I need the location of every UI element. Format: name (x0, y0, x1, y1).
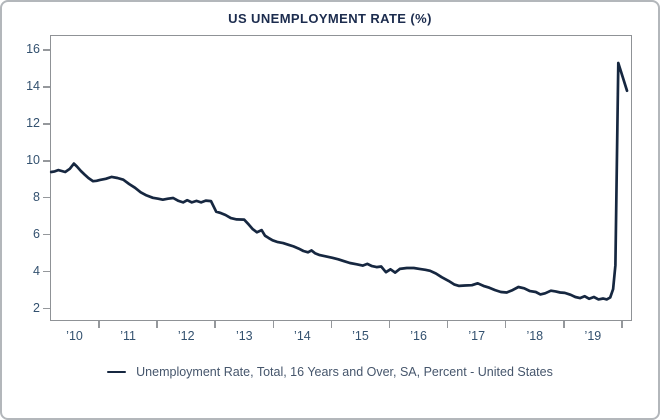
y-axis-tick-label: 6 (33, 226, 40, 241)
y-axis-tick-label: 2 (33, 300, 40, 315)
x-axis-tick-label: ’10 (66, 329, 83, 343)
y-axis-tick (43, 307, 50, 310)
x-axis-tick-label: ’11 (120, 329, 136, 343)
y-axis-tick-label: 14 (26, 78, 40, 93)
y-axis-tick (43, 160, 50, 162)
x-axis-tick-label: ’13 (235, 329, 253, 343)
x-axis-tick (446, 321, 449, 328)
x-axis-tick-label: ’12 (177, 329, 195, 343)
x-axis-tick (388, 321, 391, 328)
x-axis-tick (504, 321, 507, 328)
x-axis-tick (272, 321, 275, 328)
y-axis-tick-label: 4 (33, 263, 40, 278)
y-axis-tick (43, 123, 50, 125)
plot-area (49, 35, 632, 321)
y-axis-tick (43, 86, 50, 88)
legend-label: Unemployment Rate, Total, 16 Years and O… (136, 365, 553, 379)
x-axis-tick (214, 321, 216, 328)
x-axis-tick (156, 321, 158, 328)
x-axis-tick (330, 321, 333, 328)
y-axis-tick-label: 8 (33, 189, 40, 204)
y-axis-tick (43, 49, 50, 51)
x-axis-tick (98, 321, 100, 328)
y-axis-tick (43, 196, 50, 199)
legend: Unemployment Rate, Total, 16 Years and O… (2, 365, 658, 379)
unemployment-line-chart (49, 61, 629, 301)
y-axis-tick-label: 12 (26, 115, 40, 130)
x-axis-tick (621, 321, 623, 328)
x-axis-tick-label: ’16 (410, 329, 427, 343)
chart-title: US UNEMPLOYMENT RATE (%) (228, 11, 432, 26)
x-axis-tick-label: ’14 (294, 329, 311, 343)
unemployment-rate-line (49, 61, 629, 301)
legend-line-swatch-icon (107, 370, 127, 374)
y-axis-tick-label: 16 (26, 41, 40, 56)
x-axis-tick-label: ’15 (352, 329, 369, 343)
y-axis-tick-label: 10 (26, 152, 40, 167)
x-axis-tick (563, 321, 565, 328)
y-axis-tick (43, 233, 50, 236)
y-axis-tick (43, 270, 50, 273)
x-axis-tick-label: ’19 (584, 329, 602, 343)
x-axis-tick-label: ’18 (526, 329, 544, 343)
x-axis-tick-label: ’17 (468, 329, 486, 343)
